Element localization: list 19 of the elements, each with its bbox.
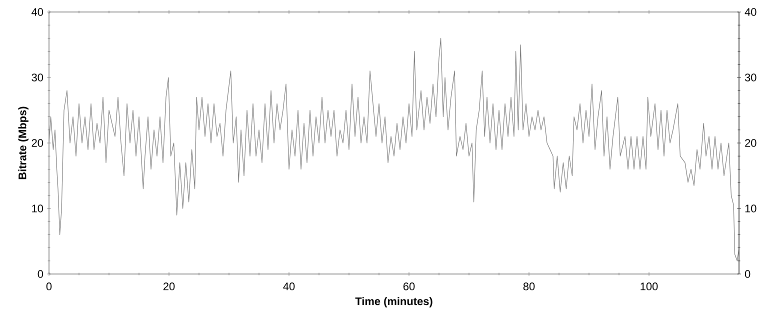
y-tick-label: 20 <box>32 139 44 147</box>
x-tick-label: 40 <box>283 282 295 290</box>
y-tick-label: 40 <box>32 8 44 16</box>
x-tick-label: 100 <box>640 282 658 290</box>
x-tick-label: 20 <box>163 282 175 290</box>
x-axis-title: Time (minutes) <box>355 297 432 308</box>
y-tick-label: 30 <box>32 74 44 82</box>
y-tick-label: 10 <box>32 204 44 212</box>
y-axis-title: Bitrate (Mbps) <box>18 106 28 180</box>
y2-tick-label: 20 <box>745 139 756 147</box>
y2-tick-label: 40 <box>744 8 756 16</box>
y2-tick-label: 30 <box>744 74 756 82</box>
line-series <box>49 38 740 262</box>
y2-tick-label: 0 <box>744 270 750 278</box>
y2-tick-label: 10 <box>745 204 756 212</box>
y-tick-label: 0 <box>38 270 44 278</box>
x-tick-label: 80 <box>523 282 535 290</box>
x-tick-label: 0 <box>46 282 52 290</box>
x-tick-label: 60 <box>403 282 415 290</box>
